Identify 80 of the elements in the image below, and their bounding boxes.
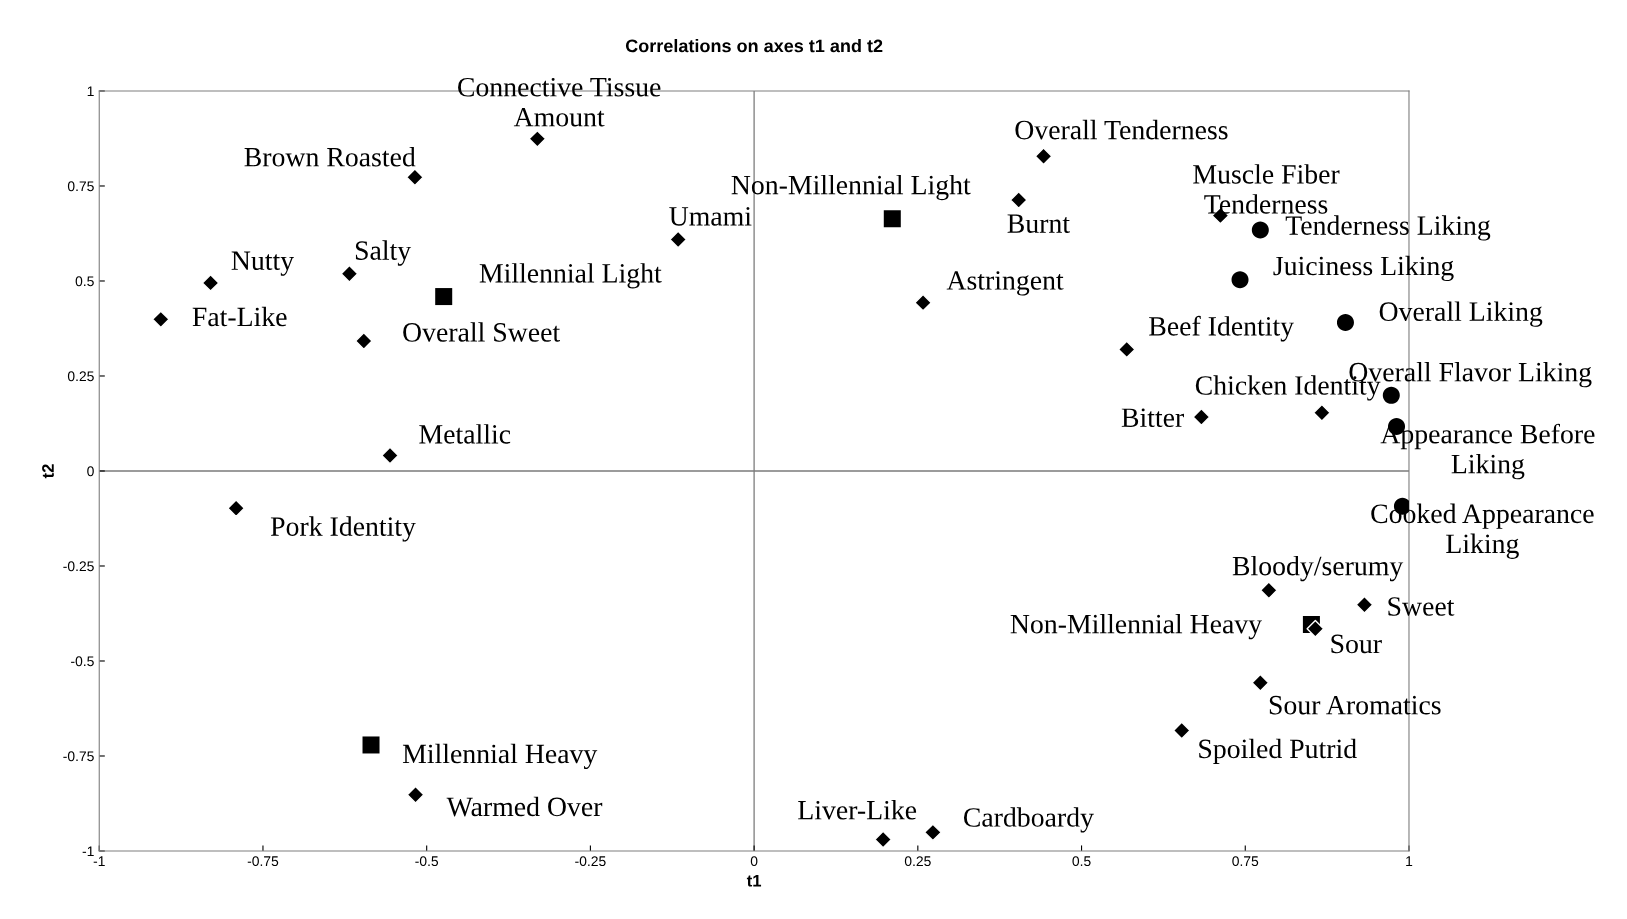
x-tick-label: -0.75 [247, 856, 279, 867]
annotation: Bloody/serumy [1232, 555, 1404, 582]
annotation: Sour Aromatics [1269, 695, 1441, 715]
point [1336, 313, 1354, 331]
point [1117, 340, 1136, 359]
x-tick-label: -0.25 [575, 856, 606, 867]
annotation: Overall Liking [1379, 301, 1543, 327]
point [1355, 595, 1374, 614]
annotation: Sweet [1388, 597, 1455, 616]
point [1192, 408, 1211, 426]
x-tick-label: 1 [1406, 856, 1413, 866]
point [201, 273, 220, 292]
y-tick-label: 1 [87, 86, 94, 97]
annotation: Liver-Like [798, 800, 917, 820]
chart-title: Correlations on axes t1 and t2 [625, 39, 883, 53]
y-tick-label: -0.75 [63, 751, 94, 762]
annotation: Warmed Over [446, 796, 603, 817]
point [435, 288, 453, 306]
annotation: Cardboardy [963, 807, 1094, 833]
point [1034, 147, 1053, 166]
annotation: Millennial Light [479, 263, 662, 289]
annotation: Tenderness Liking [1285, 215, 1491, 241]
point [1306, 619, 1325, 638]
annotation: Brown Roasted [244, 147, 416, 167]
annotation: Umami [669, 207, 752, 226]
annotation: Pork Identity [270, 516, 416, 542]
point [1009, 191, 1028, 209]
y-tick-label: 0.75 [67, 181, 94, 192]
x-tick-label: 0.75 [1232, 856, 1259, 867]
annotation: Non-Millennial Heavy [1010, 613, 1262, 640]
x-axis-title: t1 [746, 874, 762, 887]
y-tick-label: 0.25 [67, 371, 94, 382]
y-tick-label: -0.25 [63, 561, 94, 572]
annotation: Metallic [419, 424, 511, 444]
x-tick-label: 0.5 [1072, 856, 1091, 867]
annotation: Burnt [1007, 214, 1070, 233]
point [528, 129, 547, 148]
x-tick-label: 0 [750, 856, 758, 867]
point [1382, 386, 1400, 404]
annotation: Sour [1331, 634, 1382, 654]
annotation: Nutty [231, 251, 294, 276]
point [1172, 721, 1191, 740]
annotation: Bitter [1121, 408, 1184, 428]
point [405, 168, 424, 187]
point [1251, 673, 1270, 692]
point [151, 310, 170, 329]
point [340, 264, 359, 283]
annotation: Beef Identity [1149, 315, 1294, 342]
point [1231, 271, 1249, 289]
point [406, 785, 425, 804]
point [923, 823, 942, 842]
annotation: Appearance Before Liking [1380, 423, 1595, 480]
point [669, 230, 688, 249]
y-axis-title: t2 [42, 464, 54, 479]
point [874, 830, 893, 849]
annotation: Overall Sweet [403, 322, 561, 342]
annotation: Juiciness Liking [1273, 255, 1454, 282]
annotation: Muscle Fiber Tenderness [1193, 164, 1340, 214]
x-tick-label: 0.25 [904, 856, 931, 867]
point [362, 736, 380, 754]
annotation: Overall Tenderness [1015, 119, 1228, 140]
y-tick-label: 0 [87, 466, 94, 477]
y-tick-label: -1 [82, 846, 94, 857]
point [914, 293, 932, 312]
annotation: Connective Tissue Amount [458, 77, 661, 127]
point [1251, 221, 1269, 239]
annotation: Astringent [946, 271, 1064, 296]
annotation: Millennial Heavy [402, 743, 598, 770]
point [1312, 403, 1331, 422]
y-tick-label: -0.5 [71, 656, 94, 667]
annotation: Fat-Like [192, 306, 287, 327]
annotation: Spoiled Putrid [1199, 738, 1357, 764]
point [883, 210, 901, 228]
point [354, 332, 373, 350]
x-tick-label: -0.5 [415, 856, 439, 867]
point [381, 446, 399, 465]
point [1259, 581, 1278, 600]
annotation: Non-Millennial Light [731, 174, 971, 201]
y-tick-label: 0.5 [75, 276, 94, 287]
annotation: Salty [355, 240, 412, 266]
